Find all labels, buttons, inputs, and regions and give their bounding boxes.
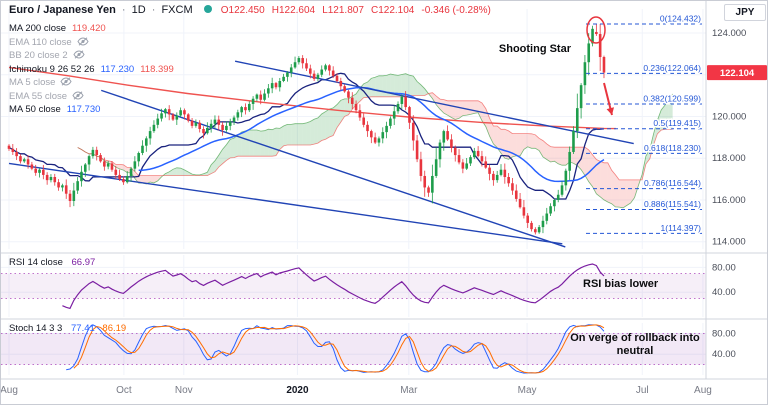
time-axis-label: Aug — [694, 385, 712, 396]
indicator-row[interactable]: MA 200 close 119.420 — [9, 22, 174, 36]
ohlc-readout: O122.450 H122.604 L121.807 C122.104 -0.3… — [221, 4, 495, 16]
svg-text:0.236(122.064): 0.236(122.064) — [643, 63, 701, 73]
shooting-star-circle — [586, 16, 606, 44]
svg-text:118.000: 118.000 — [712, 153, 746, 164]
stoch-legend[interactable]: Stoch 14 3 3 77.41 86.19 — [9, 323, 126, 334]
indicator-label: BB 20 close 2 — [9, 50, 68, 61]
svg-text:116.000: 116.000 — [712, 195, 746, 206]
indicator-value: 118.399 — [140, 63, 174, 75]
indicator-label: MA 5 close — [9, 77, 56, 88]
svg-text:80.00: 80.00 — [712, 328, 736, 339]
time-axis-label: Jul — [636, 385, 649, 396]
svg-text:124.000: 124.000 — [712, 28, 746, 39]
indicator-label: EMA 55 close — [9, 90, 68, 102]
svg-text:0.382(120.599): 0.382(120.599) — [643, 93, 701, 103]
stoch-label: Stoch 14 3 3 — [9, 323, 63, 334]
time-axis-label: 2020 — [286, 385, 309, 396]
time-axis-label: Nov — [175, 385, 193, 396]
indicator-value: 119.420 — [72, 23, 106, 34]
svg-text:0(124.432): 0(124.432) — [660, 13, 701, 23]
interval-button[interactable]: 1D — [131, 4, 146, 16]
exchange-label[interactable]: FXCM — [161, 4, 193, 16]
separator-dot: · — [151, 4, 156, 16]
time-axis-label: Aug — [1, 385, 18, 396]
indicator-row[interactable]: MA 50 close 117.730 — [9, 103, 174, 117]
fib-retracement: 0(124.432) 0.236(122.064) 0.382(120.599) 0.… — [586, 12, 703, 234]
annotation-shapes — [586, 16, 615, 116]
svg-text:114.000: 114.000 — [712, 237, 746, 248]
ohlc-open: O122.450 — [220, 5, 265, 16]
symbol-title[interactable]: Euro / Japanese Yen — [9, 4, 116, 16]
indicator-row[interactable]: Ichimoku 9 26 52 26 117.230 118.399 — [9, 63, 174, 77]
indicator-legend: MA 200 close 119.420 EMA 110 close BB 20 cl… — [9, 22, 174, 117]
visibility-off-icon[interactable] — [77, 36, 89, 51]
indicator-label: MA 50 close — [9, 104, 61, 115]
rsi-value: 66.97 — [71, 257, 96, 268]
svg-text:0.886(115.541): 0.886(115.541) — [644, 199, 701, 209]
ohlc-low: L121.807 — [322, 5, 364, 16]
visibility-off-icon[interactable] — [73, 50, 85, 64]
indicator-row[interactable]: EMA 55 close — [9, 90, 174, 104]
rsi-label: RSI 14 close — [9, 257, 63, 268]
svg-text:0.786(116.544): 0.786(116.544) — [644, 178, 701, 188]
svg-text:80.00: 80.00 — [712, 262, 736, 273]
indicator-label: EMA 110 close — [9, 36, 72, 48]
indicator-label: Ichimoku 9 26 52 26 — [9, 63, 95, 75]
indicator-row[interactable]: MA 5 close — [9, 76, 174, 90]
time-axis-label: Oct — [116, 385, 132, 396]
last-price-badge — [707, 65, 767, 81]
symbol-header: Euro / Japanese Yen · 1D · FXCM O122.450… — [9, 4, 495, 16]
svg-text:1(114.397): 1(114.397) — [661, 223, 702, 233]
indicator-lines — [8, 60, 673, 248]
ohlc-close: C122.104 — [370, 5, 415, 16]
svg-text:0.5(119.415): 0.5(119.415) — [653, 118, 701, 128]
stoch-layer — [1, 324, 706, 374]
ohlc-high: H122.604 — [271, 5, 316, 16]
stoch-d-value: 86.19 — [102, 323, 127, 334]
visibility-off-icon[interactable] — [72, 90, 84, 105]
time-axis-label: Mar — [400, 385, 418, 396]
stoch-k-value: 77.41 — [71, 323, 95, 334]
indicator-value: 117.730 — [66, 104, 101, 115]
candles-layer — [7, 23, 606, 235]
rsi-legend[interactable]: RSI 14 close 66.97 — [9, 257, 95, 268]
rsi-layer — [1, 263, 706, 310]
market-status-icon — [203, 5, 212, 13]
annotation-stoch-note: On verge of rollback into neutral — [570, 332, 700, 357]
indicator-value: 117.230 — [100, 63, 135, 75]
svg-text:122.104: 122.104 — [720, 68, 755, 79]
indicator-row[interactable]: EMA 110 close — [9, 36, 174, 50]
indicator-label: MA 200 close — [9, 23, 67, 34]
svg-text:40.00: 40.00 — [712, 349, 736, 360]
currency-axis-button[interactable]: JPY — [724, 4, 766, 21]
svg-text:0.618(118.230): 0.618(118.230) — [644, 143, 701, 153]
visibility-off-icon[interactable] — [60, 77, 73, 91]
ohlc-change: -0.346 (-0.28%) — [421, 5, 491, 16]
svg-text:40.00: 40.00 — [712, 287, 736, 298]
annotation-shooting-star: Shooting Star — [498, 43, 571, 55]
indicator-row[interactable]: BB 20 close 2 — [9, 49, 174, 63]
svg-text:120.000: 120.000 — [712, 111, 746, 122]
separator-dot: · — [121, 4, 126, 16]
annotation-rsi-note: RSI bias lower — [583, 278, 659, 290]
time-axis-label: May — [518, 385, 537, 396]
